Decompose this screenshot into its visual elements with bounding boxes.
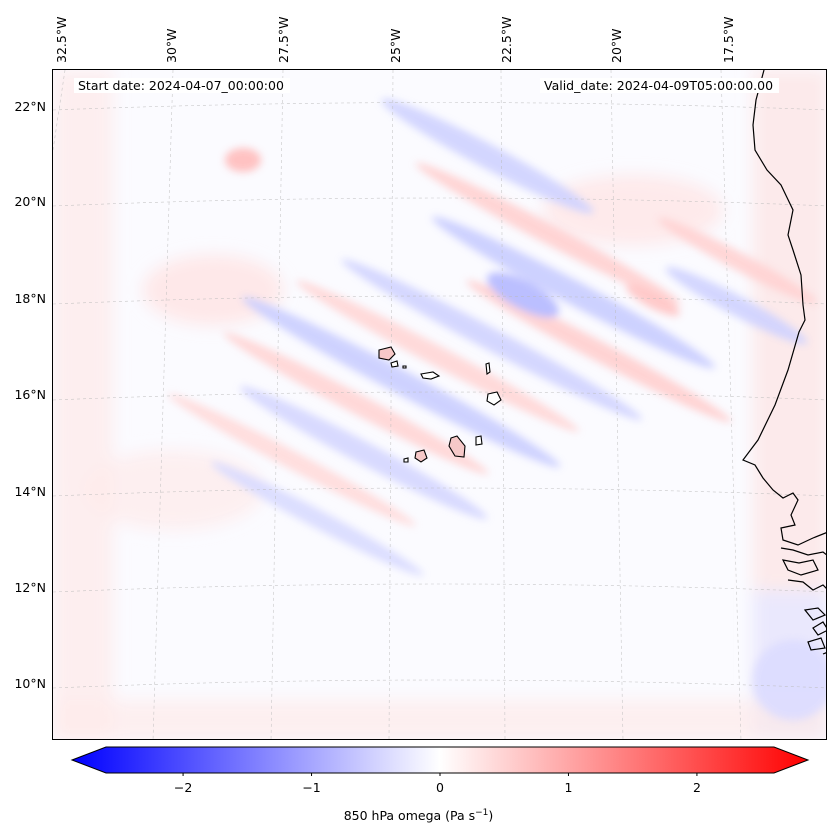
lat-label-14n: 14°N	[14, 484, 46, 499]
lon-label-32-5w: 32.5°W	[54, 16, 69, 63]
lon-label-27-5w: 27.5°W	[276, 16, 291, 63]
lat-label-22n: 22°N	[14, 99, 46, 114]
island-maio	[475, 435, 483, 446]
island-santo-antao	[378, 346, 396, 361]
island-santiago	[448, 435, 466, 458]
start-date-label: Start date: 2024-04-07_00:00:00	[74, 78, 290, 93]
island-brava	[403, 457, 409, 463]
lat-label-12n: 12°N	[14, 580, 46, 595]
omega-bands	[168, 98, 826, 720]
lon-label-25w: 25°W	[388, 28, 403, 63]
colorbar-tickmarks	[182, 773, 698, 776]
graticule	[53, 70, 826, 739]
valid-date-label: Valid_date: 2024-04-09T05:00:00.00	[540, 78, 780, 93]
colorbar	[70, 746, 810, 776]
colorbar-tick-label: 1	[564, 780, 573, 795]
lon-label-30w: 30°W	[164, 28, 179, 63]
colorbar-tick-label: 0	[436, 780, 444, 795]
island-santa-luzia	[402, 365, 407, 369]
map-panel	[52, 69, 827, 740]
omega-field-map	[53, 70, 826, 739]
lat-label-16n: 16°N	[14, 387, 46, 402]
lon-label-22-5w: 22.5°W	[499, 16, 514, 63]
cape-verde-islands	[378, 346, 502, 463]
african-coastline	[742, 70, 826, 655]
lat-label-20n: 20°N	[14, 194, 46, 209]
island-sal	[485, 362, 491, 375]
colorbar-label: 850 hPa omega (Pa s−1)	[343, 808, 494, 824]
lon-label-20w: 20°W	[609, 28, 624, 63]
colorbar-tick-label: −2	[173, 780, 193, 795]
colorbar-tick-label: 2	[692, 780, 701, 795]
lat-label-18n: 18°N	[14, 291, 46, 306]
island-sao-vicente	[390, 360, 399, 368]
background-field	[53, 70, 826, 739]
colorbar-ramp	[70, 746, 810, 774]
island-sao-nicolau	[420, 371, 441, 380]
island-fogo	[414, 449, 428, 463]
colorbar-tick-label: −1	[302, 780, 321, 795]
island-boa-vista	[486, 391, 502, 406]
lon-label-17-5w: 17.5°W	[721, 16, 736, 63]
lat-label-10n: 10°N	[14, 676, 46, 691]
